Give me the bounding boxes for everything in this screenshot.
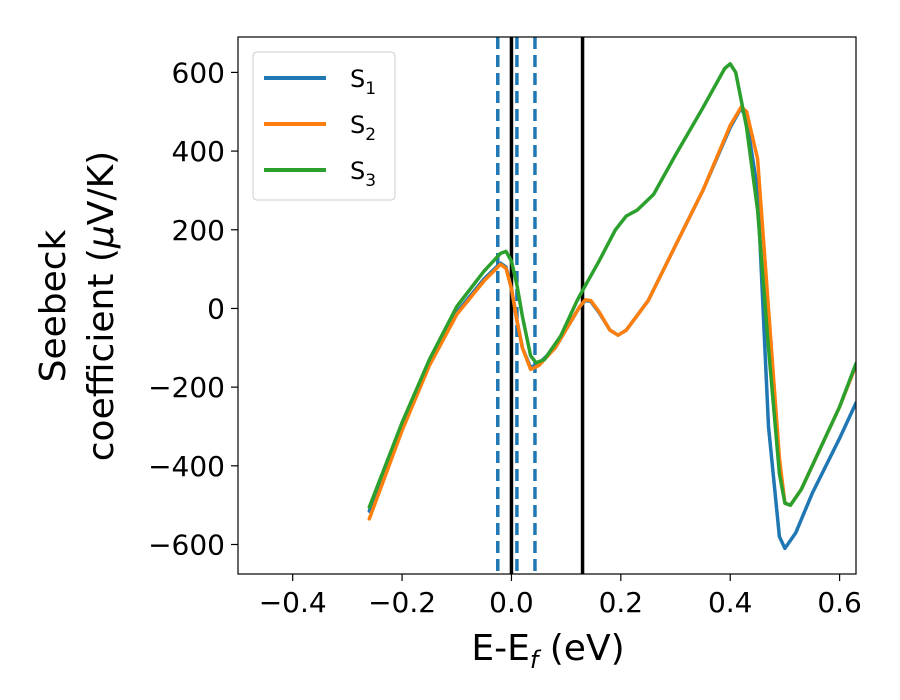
legend-label-main: S	[350, 157, 365, 185]
vertical-reference-lines	[496, 37, 585, 574]
y-axis-label-pre: coefficient (	[81, 248, 122, 461]
series-lines	[367, 62, 856, 551]
series-line-s2	[367, 105, 856, 521]
x-axis-label-main: E-E	[471, 628, 529, 669]
x-tick-label: 0.4	[708, 586, 753, 619]
y-axis-label-mu: μ	[81, 225, 122, 249]
legend-label-main: S	[350, 65, 365, 93]
legend-label-subscript: 3	[365, 171, 376, 191]
x-tick-label: 0.2	[599, 586, 644, 619]
y-tick-label: −600	[148, 528, 225, 561]
legend-label-s3: S3	[350, 157, 376, 191]
y-tick-label: 400	[172, 135, 225, 168]
y-tick-label: 0	[207, 292, 225, 325]
series-line-s3	[367, 62, 856, 509]
y-axis-label-post: V/K)	[81, 151, 122, 225]
legend-label-subscript: 2	[365, 125, 376, 145]
y-tick-label: −400	[148, 450, 225, 483]
y-tick-label: 600	[172, 56, 225, 89]
y-axis-label-line2: coefficient (μV/K)	[81, 151, 122, 461]
y-axis-label-group: Seebeck coefficient (μV/K)	[33, 151, 122, 461]
x-tick-label: 0.0	[489, 586, 534, 619]
y-tick-label: −200	[148, 371, 225, 404]
plot-frame	[237, 36, 857, 575]
legend-label-s1: S1	[350, 65, 376, 99]
x-tick-label: −0.2	[368, 586, 436, 619]
x-axis-label-unit: (eV)	[538, 628, 624, 669]
x-tick-label: 0.6	[817, 586, 862, 619]
y-axis-label-line1: Seebeck	[33, 229, 74, 382]
legend-label-s2: S2	[350, 111, 376, 145]
x-axis-ticks: −0.4 −0.2 0.0 0.2 0.4 0.6	[259, 574, 862, 619]
y-axis-ticks: −600 −400 −200 0 200 400 600	[148, 56, 238, 561]
y-tick-label: 200	[172, 214, 225, 247]
legend-label-main: S	[350, 111, 365, 139]
x-axis-label: E-Ef (eV)	[471, 628, 624, 674]
x-tick-label: −0.4	[259, 586, 327, 619]
legend-label-subscript: 1	[365, 79, 376, 99]
